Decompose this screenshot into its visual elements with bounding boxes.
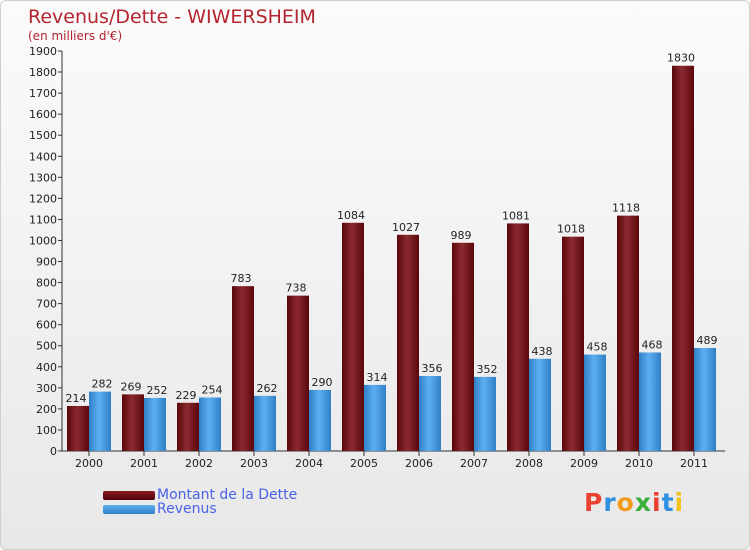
y-tick-label: 1400 — [29, 150, 57, 163]
y-tick-label: 100 — [36, 424, 57, 437]
bar-dette — [507, 223, 529, 451]
y-tick-label: 1200 — [29, 192, 57, 205]
legend-swatch-revenus — [103, 504, 155, 514]
bar-revenus — [144, 397, 166, 451]
data-label-dette: 1118 — [612, 202, 640, 215]
bar-revenus — [584, 354, 606, 451]
data-label-dette: 1084 — [337, 209, 365, 222]
bar-dette — [122, 394, 144, 451]
chart-subtitle: (en milliers d'€) — [28, 29, 123, 43]
y-tick-label: 200 — [36, 403, 57, 416]
x-tick-label: 2004 — [295, 457, 323, 470]
bar-revenus — [309, 389, 331, 451]
bar-dette — [562, 236, 584, 451]
x-tick-label: 2008 — [515, 457, 543, 470]
data-label-dette: 783 — [231, 272, 252, 285]
logo-letter: t — [661, 488, 675, 517]
bar-revenus — [199, 397, 221, 451]
bar-dette — [452, 242, 474, 451]
data-label-revenus: 254 — [202, 384, 223, 397]
bar-dette — [342, 222, 364, 451]
data-label-revenus: 468 — [642, 338, 663, 351]
bar-dette — [67, 405, 89, 451]
y-tick-label: 1700 — [29, 87, 57, 100]
logo-letter: x — [634, 488, 652, 517]
y-tick-label: 600 — [36, 319, 57, 332]
data-label-revenus: 438 — [532, 345, 553, 358]
data-label-dette: 269 — [121, 380, 142, 393]
data-label-revenus: 290 — [312, 376, 333, 389]
data-label-dette: 738 — [286, 282, 307, 295]
data-label-dette: 214 — [66, 392, 87, 405]
x-tick-label: 2010 — [625, 457, 653, 470]
y-tick-label: 400 — [36, 361, 57, 374]
bar-revenus — [419, 376, 441, 451]
bar-dette — [177, 402, 199, 451]
logo-letter: i — [652, 488, 662, 517]
data-label-dette: 1027 — [392, 221, 420, 234]
data-label-revenus: 314 — [367, 371, 388, 384]
bar-revenus — [639, 352, 661, 451]
bar-dette — [287, 295, 309, 451]
y-tick-label: 900 — [36, 256, 57, 269]
bar-revenus — [364, 384, 386, 451]
x-tick-label: 2003 — [240, 457, 268, 470]
bar-revenus — [529, 358, 551, 451]
y-tick-label: 0 — [50, 445, 57, 458]
legend-item-dette: Montant de la Dette — [103, 487, 297, 503]
bar-revenus — [254, 395, 276, 451]
legend-label-dette: Montant de la Dette — [157, 487, 298, 503]
chart-title: Revenus/Dette - WIWERSHEIM — [28, 6, 316, 28]
data-label-revenus: 282 — [92, 378, 113, 391]
data-label-revenus: 352 — [477, 363, 498, 376]
x-tick-label: 2006 — [405, 457, 433, 470]
legend-swatch-dette — [103, 490, 155, 500]
legend-label-revenus: Revenus — [157, 501, 217, 517]
y-tick-label: 500 — [36, 340, 57, 353]
bar-dette — [672, 65, 694, 451]
y-tick-label: 700 — [36, 298, 57, 311]
x-tick-label: 2009 — [570, 457, 598, 470]
bar-dette — [617, 215, 639, 451]
bar-revenus — [474, 376, 496, 451]
y-tick-label: 1800 — [29, 66, 57, 79]
x-tick-label: 2007 — [460, 457, 488, 470]
proxiti-logo: Proxiti — [584, 488, 684, 517]
y-tick-label: 800 — [36, 277, 57, 290]
data-label-dette: 1081 — [502, 209, 530, 222]
data-label-revenus: 356 — [422, 362, 443, 375]
x-tick-label: 2005 — [350, 457, 378, 470]
x-tick-label: 2001 — [130, 457, 158, 470]
x-tick-label: 2002 — [185, 457, 213, 470]
bar-dette — [397, 234, 419, 451]
data-label-dette: 229 — [176, 389, 197, 402]
bar-revenus — [89, 391, 111, 451]
data-label-dette: 989 — [451, 229, 472, 242]
data-label-revenus: 262 — [257, 382, 278, 395]
y-tick-label: 1600 — [29, 108, 57, 121]
logo-letter: o — [616, 488, 635, 517]
data-label-dette: 1830 — [667, 52, 695, 65]
x-tick-label: 2011 — [680, 457, 708, 470]
bar-dette — [232, 286, 254, 451]
y-tick-label: 300 — [36, 382, 57, 395]
legend-item-revenus: Revenus — [103, 501, 217, 517]
x-tick-label: 2000 — [75, 457, 103, 470]
y-tick-label: 1900 — [29, 45, 57, 58]
logo-letter: r — [603, 488, 617, 517]
y-tick-label: 1000 — [29, 234, 57, 247]
y-tick-label: 1100 — [29, 213, 57, 226]
y-tick-label: 1300 — [29, 171, 57, 184]
y-tick-label: 1500 — [29, 129, 57, 142]
data-label-revenus: 489 — [697, 334, 718, 347]
logo-letter: P — [584, 488, 604, 517]
data-label-dette: 1018 — [557, 223, 585, 236]
data-label-revenus: 458 — [587, 341, 608, 354]
logo-letter: i — [674, 488, 685, 517]
data-label-revenus: 252 — [147, 384, 168, 397]
bar-revenus — [694, 348, 716, 451]
